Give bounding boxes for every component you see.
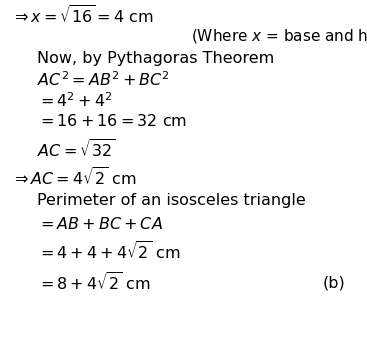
Text: $= 8 + 4\sqrt{2}$ cm: $= 8 + 4\sqrt{2}$ cm — [37, 272, 150, 294]
Text: $= 16 + 16 = 32$ cm: $= 16 + 16 = 32$ cm — [37, 113, 187, 130]
Text: $\Rightarrow AC = 4\sqrt{2}$ cm: $\Rightarrow AC = 4\sqrt{2}$ cm — [11, 167, 137, 189]
Text: $= 4^2 + 4^2$: $= 4^2 + 4^2$ — [37, 91, 112, 110]
Text: Now, by Pythagoras Theorem: Now, by Pythagoras Theorem — [37, 51, 274, 65]
Text: $= 4 + 4 + 4\sqrt{2}$ cm: $= 4 + 4 + 4\sqrt{2}$ cm — [37, 241, 180, 263]
Text: Perimeter of an isosceles triangle: Perimeter of an isosceles triangle — [37, 193, 305, 208]
Text: $AC = \sqrt{32}$: $AC = \sqrt{32}$ — [37, 139, 115, 161]
Text: (b): (b) — [323, 276, 346, 291]
Text: (Where $x$ = base and height): (Where $x$ = base and height) — [191, 27, 367, 46]
Text: $\Rightarrow x = \sqrt{16} = 4$ cm: $\Rightarrow x = \sqrt{16} = 4$ cm — [11, 5, 154, 27]
Text: $= AB + BC + CA$: $= AB + BC + CA$ — [37, 215, 163, 232]
Text: $AC^2 = AB^2 + BC^2$: $AC^2 = AB^2 + BC^2$ — [37, 70, 170, 89]
